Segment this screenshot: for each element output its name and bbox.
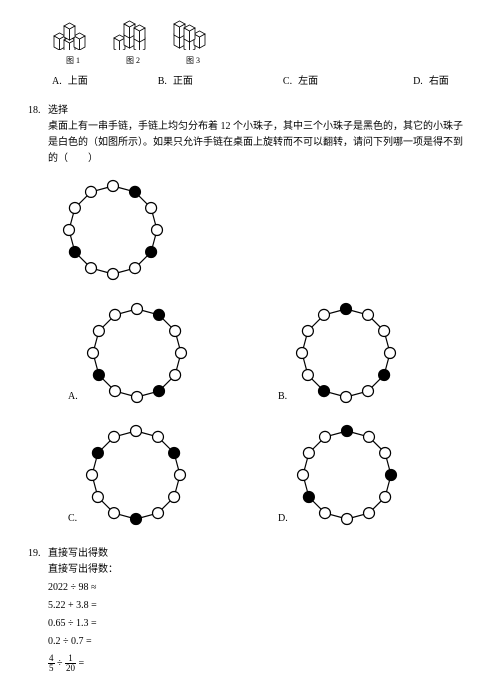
math-item: 0.65 ÷ 1.3 = [48,618,472,629]
cube-figures-row: 图 1 图 2 图 3 [52,16,472,66]
fraction-b: 120 [65,654,76,673]
bracelet-svg [291,298,401,408]
cube-option-D: D. 右面 [413,72,449,87]
q19-header: 19.直接写出得数 [28,544,472,559]
cube-caption-2: 图 2 [112,55,154,66]
cube-option-C: C. 左面 [283,72,318,87]
bracelet-svg [82,298,192,408]
option-text: 正面 [173,72,193,87]
math-item: 2022 ÷ 98 ≈ [48,582,472,593]
question-18: 18.选择 桌面上有一串手链，手链上均匀分布着 12 个小珠子，其中三个小珠子是… [28,101,472,530]
math-item-fraction: 45 ÷ 120 = [48,654,472,673]
cube-options-row: A. 上面 B. 正面 C. 左面 D. 右面 [52,72,472,87]
cube-option-A: A. 上面 [52,72,88,87]
cube-figure-1: 图 1 [52,16,94,66]
q19-number: 19. [28,548,48,559]
fraction-tail: = [79,658,85,669]
q19-title: 直接写出得数 [48,548,108,559]
option-letter: C. [283,76,292,87]
fraction-a: 45 [48,654,55,673]
q18-number: 18. [28,105,48,116]
q18-body: 桌面上有一串手链，手链上均匀分布着 12 个小珠子，其中三个小珠子是黑色的，其它… [48,119,472,167]
option-letter: A. [68,391,78,402]
option-letter: D. [413,76,423,87]
option-text: 上面 [68,72,88,87]
q18-header: 18.选择 [28,101,472,116]
bracelet-option-B: B. [278,298,428,408]
q18-title: 选择 [48,105,68,116]
cube-figure-2: 图 2 [112,16,154,66]
option-letter: B. [278,391,287,402]
question-19: 19.直接写出得数 直接写出得数： 2022 ÷ 98 ≈ 5.22 + 3.8 … [28,544,472,673]
bracelet-main-svg [58,175,168,285]
option-text: 左面 [298,72,318,87]
cube-svg-3 [172,16,214,50]
q19-subtitle: 直接写出得数： [48,562,472,578]
cube-caption-1: 图 1 [52,55,94,66]
cube-figure-3: 图 3 [172,16,214,66]
fraction-op: ÷ [57,658,63,669]
option-letter: C. [68,513,77,524]
option-letter: A. [52,76,62,87]
cube-option-B: B. 正面 [158,72,193,87]
bracelet-option-A: A. [68,298,218,408]
cube-svg-2 [112,16,154,50]
q19-math-list: 2022 ÷ 98 ≈ 5.22 + 3.8 = 0.65 ÷ 1.3 = 0.2 ÷… [48,582,472,673]
math-item: 0.2 ÷ 0.7 = [48,636,472,647]
option-letter: B. [158,76,167,87]
cube-caption-3: 图 3 [172,55,214,66]
option-text: 右面 [429,72,449,87]
option-letter: D. [278,513,288,524]
math-item: 5.22 + 3.8 = [48,600,472,611]
bracelet-option-D: D. [278,420,428,530]
cube-svg-1 [52,16,94,50]
bracelet-svg [292,420,402,530]
bracelet-options-grid: A. B. C. D. [68,298,428,530]
bracelet-main [58,175,472,288]
bracelet-option-C: C. [68,420,218,530]
bracelet-svg [81,420,191,530]
